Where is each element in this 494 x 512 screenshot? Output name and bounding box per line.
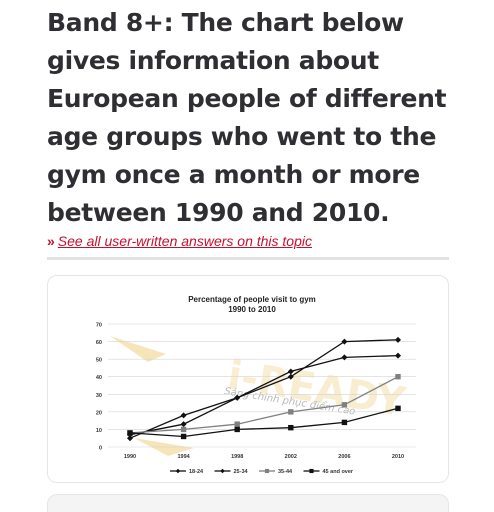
x-axis: 1990 1994 1998 2002 2006 2010 — [124, 454, 404, 460]
data-point — [287, 373, 294, 380]
y-tick-label: 20 — [96, 410, 102, 416]
user-answers-link[interactable]: » See all user-written answers on this to… — [47, 233, 312, 249]
data-point — [127, 430, 133, 436]
data-point — [180, 433, 187, 440]
section-divider — [47, 257, 449, 260]
data-point — [288, 424, 294, 431]
data-point — [234, 421, 240, 427]
x-tick-label: 2010 — [392, 454, 404, 460]
gym-chart: i-READY Sáng chinh phục điểm cao Percent… — [96, 295, 416, 475]
data-point — [180, 426, 187, 433]
legend-label: 35-44 — [278, 469, 293, 475]
series-line — [129, 354, 399, 436]
data-point — [395, 405, 401, 412]
data-point — [341, 419, 348, 426]
data-point — [341, 338, 348, 345]
legend-label: 25-34 — [234, 469, 249, 475]
data-point — [395, 336, 401, 343]
y-tick-label: 40 — [96, 375, 102, 381]
series-line — [129, 339, 399, 439]
x-tick-label: 2002 — [285, 454, 297, 460]
x-tick-label: 1994 — [177, 454, 190, 460]
data-point — [341, 402, 348, 408]
next-card — [47, 494, 449, 512]
watermark-arrow-icon — [110, 336, 166, 362]
legend-marker — [175, 468, 181, 474]
y-tick-label: 10 — [96, 428, 102, 434]
chart-legend: 18-24 25-34 35-44 45 and over — [170, 468, 354, 475]
user-answers-link-text: See all user-written answers on this top… — [57, 233, 312, 249]
data-point — [288, 409, 294, 415]
data-point — [341, 354, 348, 361]
data-point — [287, 368, 294, 375]
chart-title: Percentage of people visit to gym — [188, 295, 316, 304]
legend-marker — [264, 468, 270, 474]
watermark-logo: i-READY Sáng chinh phục điểm cao — [110, 336, 409, 456]
x-tick-label: 2006 — [338, 454, 350, 460]
x-tick-label: 1998 — [231, 454, 243, 460]
y-tick-label: 70 — [96, 323, 102, 329]
data-point — [234, 394, 241, 401]
legend-marker — [309, 468, 314, 474]
y-tick-label: 0 — [99, 446, 102, 452]
double-chevron-icon: » — [47, 233, 55, 249]
data-point — [127, 435, 133, 442]
y-axis: 0 10 20 30 40 50 60 70 — [96, 323, 102, 452]
data-point — [180, 412, 187, 419]
y-tick-label: 50 — [96, 358, 102, 364]
legend-marker — [220, 468, 225, 474]
series-line — [129, 407, 399, 438]
chart-card: i-READY Sáng chinh phục điểm cao Percent… — [47, 275, 449, 483]
x-tick-label: 1990 — [124, 454, 136, 460]
data-point — [395, 352, 401, 359]
data-point — [395, 374, 401, 380]
legend-label: 18-24 — [189, 469, 204, 475]
chart-subtitle: 1990 to 2010 — [228, 305, 276, 314]
page-title: Band 8+: The chart below gives informati… — [47, 8, 447, 227]
data-point — [234, 426, 240, 433]
watermark-brand: i-READY — [224, 352, 409, 426]
legend-label: 45 and over — [323, 469, 354, 475]
y-tick-label: 60 — [96, 340, 102, 346]
data-point — [180, 421, 187, 428]
series-line — [129, 376, 399, 434]
chart-series — [127, 336, 401, 442]
y-tick-label: 30 — [96, 393, 102, 399]
